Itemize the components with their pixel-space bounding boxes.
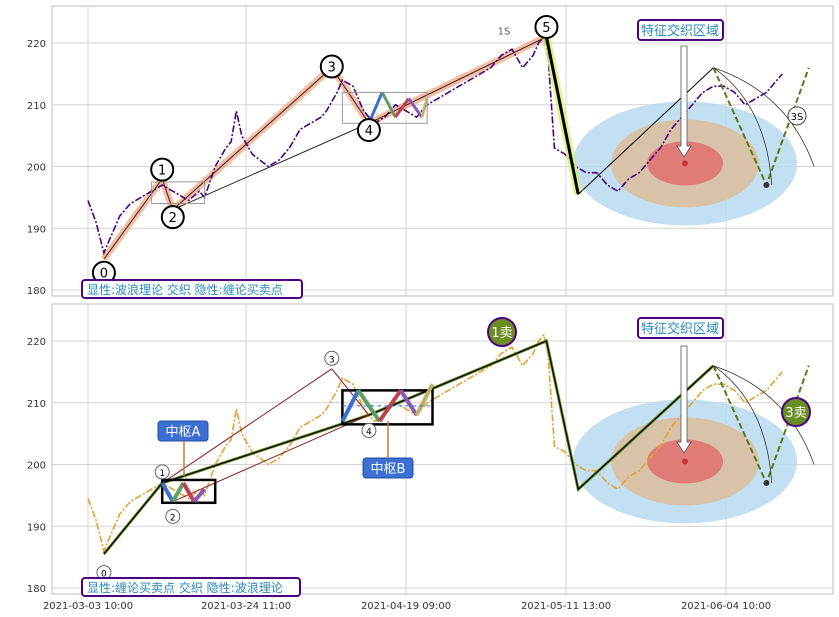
pivot-label: 中枢A xyxy=(166,425,201,440)
wave-line xyxy=(161,368,333,484)
wave-line xyxy=(331,368,370,416)
zone-center-dot xyxy=(682,458,688,465)
wave-point-label: 1 xyxy=(159,469,165,479)
callout-box xyxy=(637,19,724,41)
wave-point-marker xyxy=(324,350,340,366)
wave-point-marker xyxy=(150,157,175,182)
sell-point-marker xyxy=(487,317,517,347)
wave-point-label: 5 xyxy=(542,21,550,36)
y-tick-label: 190 xyxy=(27,224,46,235)
wave-point-label: 0 xyxy=(100,267,108,282)
wave-point-label: 1 xyxy=(158,164,166,179)
x-tick-label: 2021-03-03 10:00 xyxy=(43,601,133,612)
sell-point-label: 1卖 xyxy=(491,326,512,341)
pivot-zigzag xyxy=(380,91,397,118)
trend-line xyxy=(172,122,370,211)
rise-line xyxy=(577,67,714,195)
legend-text: 显性:缠论买卖点 交织 隐性:波浪理论 xyxy=(87,580,283,595)
legend-box xyxy=(81,577,301,597)
wave-point-label: 3 xyxy=(328,60,336,75)
pivot-label-box xyxy=(157,420,209,442)
wave-point-label: 2 xyxy=(169,211,177,226)
pivot-zigzag xyxy=(356,389,382,423)
wave-point-marker xyxy=(534,14,559,39)
wave-line xyxy=(172,414,370,503)
callout-arrow xyxy=(676,345,692,454)
legend-box xyxy=(81,279,303,299)
wave-point-marker xyxy=(165,508,181,524)
wave-point-marker xyxy=(356,118,381,143)
callout-arrow xyxy=(676,45,692,158)
pivot-zigzag xyxy=(407,97,424,118)
y-tick-label: 200 xyxy=(27,461,46,472)
pivot-zigzag xyxy=(181,482,196,503)
x-tick-label: 2021-06-04 10:00 xyxy=(681,601,771,612)
sell-point-marker xyxy=(781,397,811,427)
pivot-box-b xyxy=(341,91,428,124)
projection-arc xyxy=(713,67,815,167)
wave-point-marker xyxy=(361,423,377,439)
decline-line xyxy=(544,36,580,195)
pivot-zigzag xyxy=(399,389,419,417)
wave-point-label: 4 xyxy=(365,124,373,139)
projection-point xyxy=(763,480,770,487)
wave-point-label: 3S xyxy=(791,112,804,123)
projection-arc xyxy=(713,67,773,186)
x-axis: 2021-03-03 10:00 2021-03-24 11:00 2021-04-… xyxy=(43,601,771,612)
pivot-zigzag xyxy=(414,383,435,417)
x-tick-label: 2021-05-11 13:00 xyxy=(521,601,611,612)
y-tick-label: 210 xyxy=(27,101,46,112)
y-tick-label: 220 xyxy=(27,39,46,50)
callout-text: 特征交织区域 xyxy=(641,321,719,337)
y-tick-label: 180 xyxy=(27,286,46,297)
pivot-zigzag xyxy=(160,482,175,503)
wave-point-label: 1S xyxy=(498,27,511,38)
wave-point-marker xyxy=(160,205,185,230)
pivot-box-a xyxy=(160,478,217,505)
projection-arc xyxy=(713,365,815,465)
wave-point-label: 2 xyxy=(170,513,176,523)
y-tick-label: 180 xyxy=(27,584,46,595)
wave-point-marker xyxy=(154,464,170,480)
wave-point-label: 0 xyxy=(101,570,107,580)
wave-point-marker xyxy=(787,106,807,126)
sell-point-label: 3卖 xyxy=(785,406,806,421)
y-tick-label: 200 xyxy=(27,163,46,174)
pivot-zigzag xyxy=(377,389,403,423)
callout-box xyxy=(637,317,724,339)
pivot-zigzag xyxy=(171,482,186,503)
bi-line xyxy=(103,340,714,555)
pivot-box-a xyxy=(151,181,206,205)
wave-point-label: 4 xyxy=(366,428,372,438)
x-tick-label: 2021-03-24 11:00 xyxy=(201,601,291,612)
pivot-label: 中枢B xyxy=(371,462,406,477)
bottom-panel: 180 190 200 210 220 0 1 2 3 4 中枢A 中枢B 1卖 3卖 特征交织区域显性:缠… xyxy=(27,303,834,597)
callout-text: 特征交织区域 xyxy=(641,23,719,39)
y-tick-label: 210 xyxy=(27,399,46,410)
wave-point-label: 3 xyxy=(329,355,335,365)
wave-point-marker xyxy=(319,54,344,79)
wave-line xyxy=(103,36,547,260)
x-tick-label: 2021-04-19 09:00 xyxy=(361,601,451,612)
y-tick-label: 190 xyxy=(27,522,46,533)
pivot-zigzag xyxy=(367,91,384,124)
price-series xyxy=(87,333,783,554)
zone-center-dot xyxy=(682,160,688,167)
legend-text: 显性:波浪理论 交织 隐性:缠论买卖点 xyxy=(87,282,283,297)
pivot-zigzag xyxy=(420,98,429,118)
pivot-zigzag xyxy=(192,487,207,503)
projection-point xyxy=(763,182,770,189)
y-tick-label: 220 xyxy=(27,337,46,348)
projection-arc xyxy=(713,365,773,484)
pivot-zigzag xyxy=(394,97,410,118)
